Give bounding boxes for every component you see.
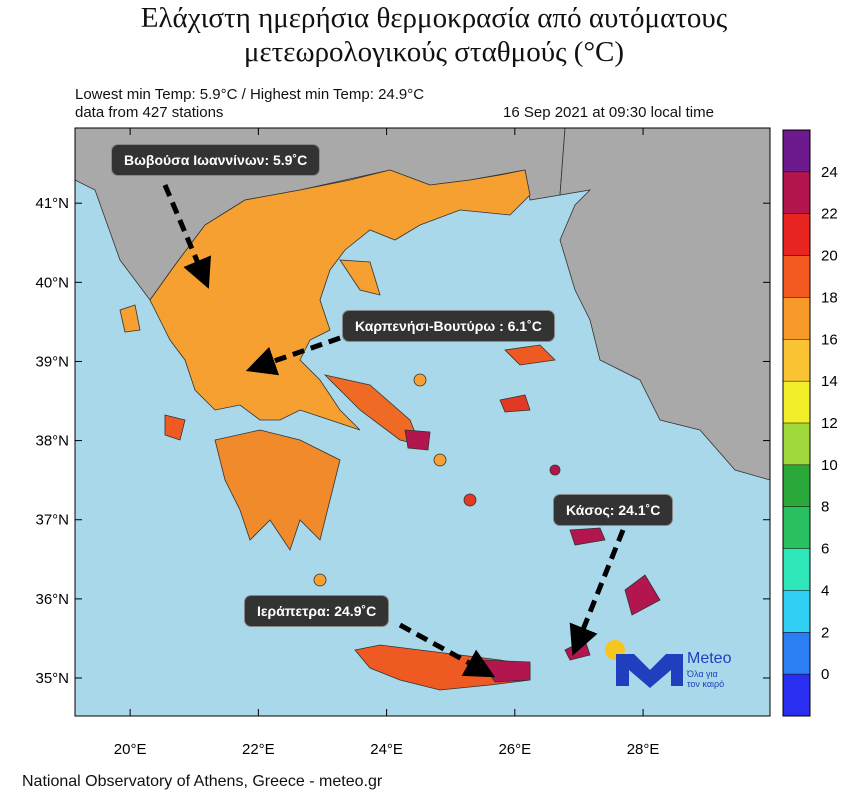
colorbar-label: 4 [821,582,829,599]
lat-label: 41°N [35,195,69,212]
colorbar-label: 12 [821,415,838,432]
colorbar-label: 22 [821,206,838,223]
logo-name: Meteo [687,650,732,667]
lat-label: 35°N [35,670,69,687]
colorbar-bin [783,590,810,633]
colorbar-bin [783,297,810,340]
colorbar-bin [783,339,810,382]
lon-label: 26°E [498,741,531,758]
callout: Κάσος: 24.1˚C [553,494,674,526]
colorbar-bin [783,130,810,172]
greece-land [119,169,661,691]
colorbar-label: 6 [821,541,829,558]
lon-label: 24°E [370,741,403,758]
lat-label: 36°N [35,591,69,608]
lon-label: 28°E [627,741,660,758]
lat-label: 37°N [35,512,69,529]
subtitle: Lowest min Temp: 5.9°C / Highest min Tem… [75,86,425,103]
colorbar-bin [783,548,810,591]
colorbar-bin [783,423,810,465]
footer: National Observatory of Athens, Greece -… [22,773,383,790]
lon-label: 22°E [242,741,275,758]
lat-label: 39°N [35,353,69,370]
colorbar-label: 2 [821,624,829,641]
callout-arrows [162,184,626,678]
date: 16 Sep 2021 at 09:30 local time [503,104,714,121]
colorbar-label: 8 [821,499,829,516]
colorbar-label: 14 [821,373,838,390]
map-frame [74,127,771,717]
colorbar-bin [783,255,810,298]
lat-label: 40°N [35,274,69,291]
callout: Ιεράπετρα: 24.9˚C [244,595,390,627]
logo-mark [616,654,683,688]
title: Ελάχιστη ημερήσια θερμοκρασία από αυτόμα… [140,2,728,34]
colorbar-label: 0 [821,666,829,683]
colorbar-label: 10 [821,457,838,474]
title: μετεωρολογικούς σταθμούς (°C) [243,36,625,68]
colorbar-bin [783,506,810,549]
logo-tagline: Όλα για [686,669,718,679]
colorbar-label: 16 [821,331,838,348]
callout: Βωβούσα Ιωαννίνων: 5.9˚C [111,144,321,176]
colorbar-bin [783,171,810,214]
lat-label: 38°N [35,433,69,450]
logo-tagline: τον καιρό [687,679,724,689]
colorbar-bin [783,674,810,716]
subtitle: data from 427 stations [75,104,224,121]
callout: Καρπενήσι-Βουτύρω : 6.1˚C [342,310,555,342]
colorbar-label: 18 [821,289,838,306]
colorbar-bin [783,632,810,675]
colorbar-label: 24 [821,164,838,181]
colorbar-label: 20 [821,248,838,265]
colorbar-bin [783,464,810,507]
colorbar-bin [783,213,810,256]
lon-label: 20°E [114,741,147,758]
colorbar-bin [783,381,810,423]
